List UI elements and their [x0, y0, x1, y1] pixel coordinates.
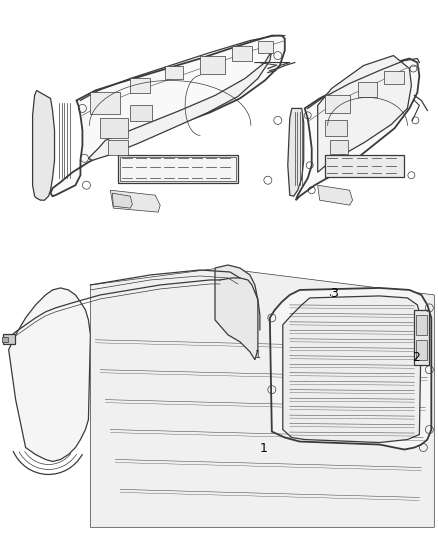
Polygon shape	[88, 51, 272, 160]
Polygon shape	[296, 59, 419, 200]
Polygon shape	[9, 288, 90, 462]
Bar	[417, 315, 427, 335]
Polygon shape	[32, 91, 54, 200]
Polygon shape	[110, 190, 160, 212]
Bar	[130, 78, 150, 93]
Polygon shape	[90, 268, 434, 527]
Bar	[130, 106, 152, 122]
Polygon shape	[270, 288, 431, 449]
Bar	[100, 118, 128, 139]
Polygon shape	[112, 193, 132, 208]
Bar	[200, 55, 225, 74]
Bar	[357, 83, 378, 98]
Text: 1: 1	[255, 350, 261, 360]
Bar	[414, 310, 429, 365]
Text: 1: 1	[260, 442, 268, 455]
Bar	[258, 41, 273, 53]
Bar	[232, 46, 252, 61]
Text: 3: 3	[330, 287, 338, 301]
Bar	[3, 334, 14, 344]
Polygon shape	[283, 296, 421, 442]
Bar	[165, 66, 183, 79]
Bar	[385, 70, 404, 84]
Bar	[108, 140, 128, 155]
Bar	[325, 155, 404, 177]
Bar	[2, 337, 8, 342]
Polygon shape	[318, 185, 353, 205]
Bar	[417, 340, 427, 360]
Polygon shape	[50, 36, 285, 196]
Bar	[325, 120, 346, 136]
Polygon shape	[318, 55, 411, 172]
Bar	[118, 155, 238, 183]
Bar	[120, 157, 236, 181]
Polygon shape	[288, 108, 304, 196]
Text: 2: 2	[413, 351, 420, 364]
Polygon shape	[215, 265, 258, 360]
Bar	[330, 140, 348, 154]
Bar	[325, 95, 350, 114]
Bar	[90, 92, 120, 115]
